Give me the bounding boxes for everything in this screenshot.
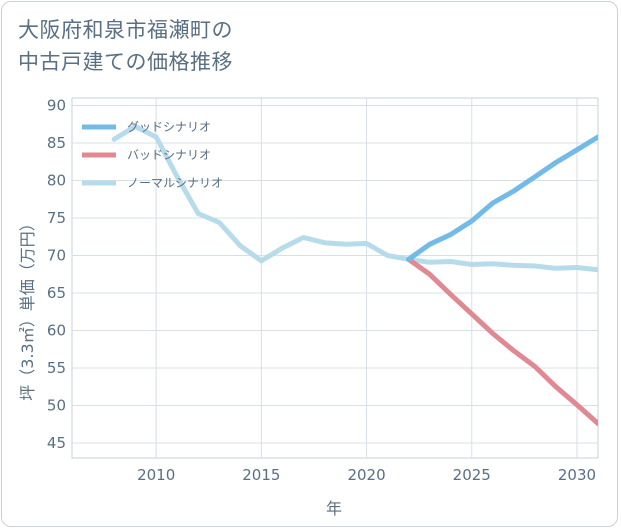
y-tick-label: 80 (47, 172, 66, 190)
x-tick-label: 2030 (558, 466, 596, 484)
y-tick-label: 65 (47, 284, 66, 302)
series-line-2 (111, 124, 598, 273)
chart-title-line-1: 大阪府和泉市福瀬町の (18, 18, 233, 42)
legend-label-2: ノーマルシナリオ (127, 176, 223, 190)
y-tick-label: 45 (47, 434, 66, 452)
series-lines (111, 124, 598, 426)
plot-area-border (71, 97, 599, 459)
chart-title-line-2: 中古戸建ての価格推移 (18, 50, 233, 74)
legend-label-1: バッドシナリオ (127, 148, 211, 162)
x-axis-ticks: 2010 2015 2020 2025 2030 (137, 466, 596, 484)
y-tick-label: 55 (47, 359, 66, 377)
y-axis-label: 坪（3.3㎡）単価（万円） (18, 215, 37, 400)
y-tick-label: 70 (47, 247, 66, 265)
x-tick-label: 2010 (137, 466, 175, 484)
y-tick-label: 85 (47, 134, 66, 152)
series-line-0 (406, 134, 598, 262)
x-tick-label: 2025 (453, 466, 491, 484)
y-tick-label: 50 (47, 397, 66, 415)
y-tick-label: 60 (47, 322, 66, 340)
y-tick-label: 90 (47, 97, 66, 115)
legend-label-0: グッドシナリオ (127, 120, 211, 134)
y-tick-label: 75 (47, 209, 66, 227)
x-tick-label: 2015 (242, 466, 280, 484)
x-axis-label: 年 (326, 499, 342, 518)
y-axis-ticks: 45 50 55 60 65 70 75 80 85 90 (47, 97, 66, 453)
grid (71, 97, 599, 459)
x-tick-label: 2020 (347, 466, 385, 484)
series-line-1 (406, 256, 598, 426)
chart-title: 大阪府和泉市福瀬町の 中古戸建ての価格推移 (18, 14, 578, 78)
